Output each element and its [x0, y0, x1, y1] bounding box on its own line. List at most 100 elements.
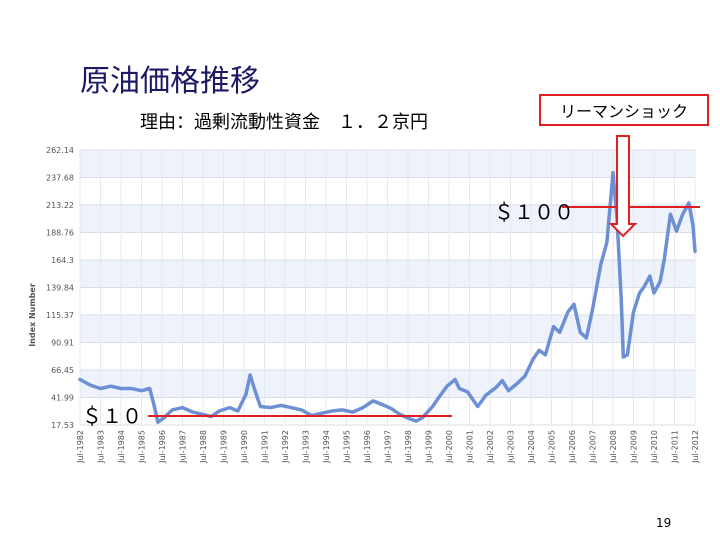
- data-point: [658, 280, 662, 283]
- x-tick-label: Jul-2010: [650, 430, 659, 464]
- data-point: [622, 355, 625, 359]
- data-point: [572, 302, 576, 306]
- price-10-label: ＄１０: [82, 404, 142, 428]
- x-tick-label: Jul-1996: [363, 430, 372, 464]
- x-tick-label: Jul-2006: [568, 430, 577, 464]
- data-point: [501, 379, 504, 382]
- data-point: [687, 201, 691, 205]
- y-axis-label: Index Number: [28, 283, 37, 347]
- x-tick-label: Jul-2012: [691, 430, 700, 464]
- x-tick-label: Jul-1994: [322, 430, 331, 464]
- data-point: [171, 408, 174, 412]
- data-point: [669, 213, 672, 216]
- data-point: [244, 392, 248, 396]
- x-tick-label: Jul-1985: [138, 430, 147, 464]
- data-point: [201, 413, 205, 416]
- slide-title: 原油価格推移: [80, 64, 260, 99]
- x-tick-label: Jul-1995: [343, 430, 352, 464]
- data-point: [466, 390, 469, 394]
- data-point: [330, 409, 334, 413]
- data-point: [445, 385, 449, 388]
- y-tick-label: 66.45: [51, 366, 74, 375]
- data-point: [99, 387, 102, 390]
- slide-subtitle: 理由：過剰流動性資金 １．２京円: [140, 112, 428, 133]
- data-point: [531, 358, 535, 361]
- data-point: [361, 406, 365, 409]
- y-tick-label: 213.22: [46, 201, 74, 210]
- data-point: [162, 416, 166, 419]
- series-group: [78, 170, 697, 424]
- x-tick-label: Jul-1984: [117, 430, 126, 464]
- data-point: [140, 389, 143, 392]
- data-point: [152, 403, 155, 406]
- data-point: [300, 408, 303, 412]
- y-tick-label: 262.14: [46, 146, 74, 155]
- data-point: [579, 331, 582, 334]
- data-point: [78, 378, 82, 381]
- x-tick-label: Jul-2004: [527, 430, 536, 464]
- x-tick-label: Jul-2011: [671, 430, 680, 464]
- x-tick-labels: Jul-1982 Jul-1983 Jul-1984 Jul-1985 Jul-1986…: [76, 430, 700, 464]
- data-point: [552, 325, 555, 328]
- data-point: [421, 416, 424, 419]
- data-point: [380, 403, 383, 406]
- data-point: [351, 410, 354, 414]
- data-point: [544, 353, 547, 356]
- data-point: [390, 407, 393, 410]
- y-tick-label: 139.84: [46, 284, 74, 293]
- data-point: [620, 297, 623, 300]
- data-point: [408, 417, 412, 421]
- data-point: [453, 378, 457, 381]
- data-point: [156, 421, 160, 424]
- data-point: [591, 308, 594, 311]
- data-point: [289, 406, 293, 409]
- y-tick-label: 90.91: [51, 339, 74, 348]
- data-point: [89, 383, 92, 387]
- data-point: [484, 394, 488, 397]
- x-tick-label: Jul-2000: [445, 430, 454, 464]
- x-tick-label: Jul-1986: [158, 430, 167, 464]
- data-point: [148, 387, 151, 390]
- data-point: [494, 386, 498, 389]
- y-tick-label: 115.37: [46, 311, 74, 320]
- data-point: [558, 331, 561, 334]
- data-point: [476, 405, 479, 408]
- data-point: [515, 382, 518, 386]
- page-number: 19: [656, 516, 672, 530]
- data-point: [259, 405, 262, 408]
- price-100-label: ＄１００: [494, 200, 574, 224]
- data-point: [663, 258, 666, 261]
- x-tick-label: Jul-1988: [199, 430, 208, 464]
- y-tick-label: 164.3: [51, 256, 74, 265]
- y-tick-labels: 17.53 41.99 66.45 90.91 115.37 139.84 164.3 188…: [46, 146, 74, 430]
- x-tick-label: Jul-2007: [589, 430, 598, 464]
- x-tick-label: Jul-1997: [384, 430, 393, 464]
- x-tick-label: Jul-1991: [261, 430, 270, 464]
- y-tick-label: 41.99: [51, 394, 74, 403]
- x-tick-label: Jul-2002: [486, 430, 495, 464]
- data-point: [236, 409, 240, 413]
- data-point: [566, 310, 570, 314]
- data-point: [652, 291, 656, 295]
- data-point: [693, 250, 697, 253]
- y-tick-label: 237.68: [46, 174, 74, 183]
- data-point: [109, 385, 112, 388]
- annotations: [148, 135, 700, 417]
- x-tick-label: Jul-1982: [76, 430, 85, 464]
- data-point: [269, 406, 272, 409]
- data-point: [626, 353, 629, 356]
- data-point: [320, 412, 324, 415]
- data-point: [191, 410, 194, 414]
- data-point: [458, 387, 461, 390]
- data-point: [507, 389, 510, 392]
- x-tick-label: Jul-1999: [425, 430, 434, 464]
- x-tick-label: Jul-2008: [609, 430, 618, 464]
- data-point: [341, 408, 344, 412]
- data-point: [681, 213, 684, 216]
- data-point: [119, 387, 123, 390]
- x-tick-label: Jul-1987: [179, 430, 188, 464]
- data-point: [585, 336, 588, 340]
- data-point: [181, 406, 184, 409]
- data-point: [675, 229, 678, 233]
- data-point: [398, 413, 401, 416]
